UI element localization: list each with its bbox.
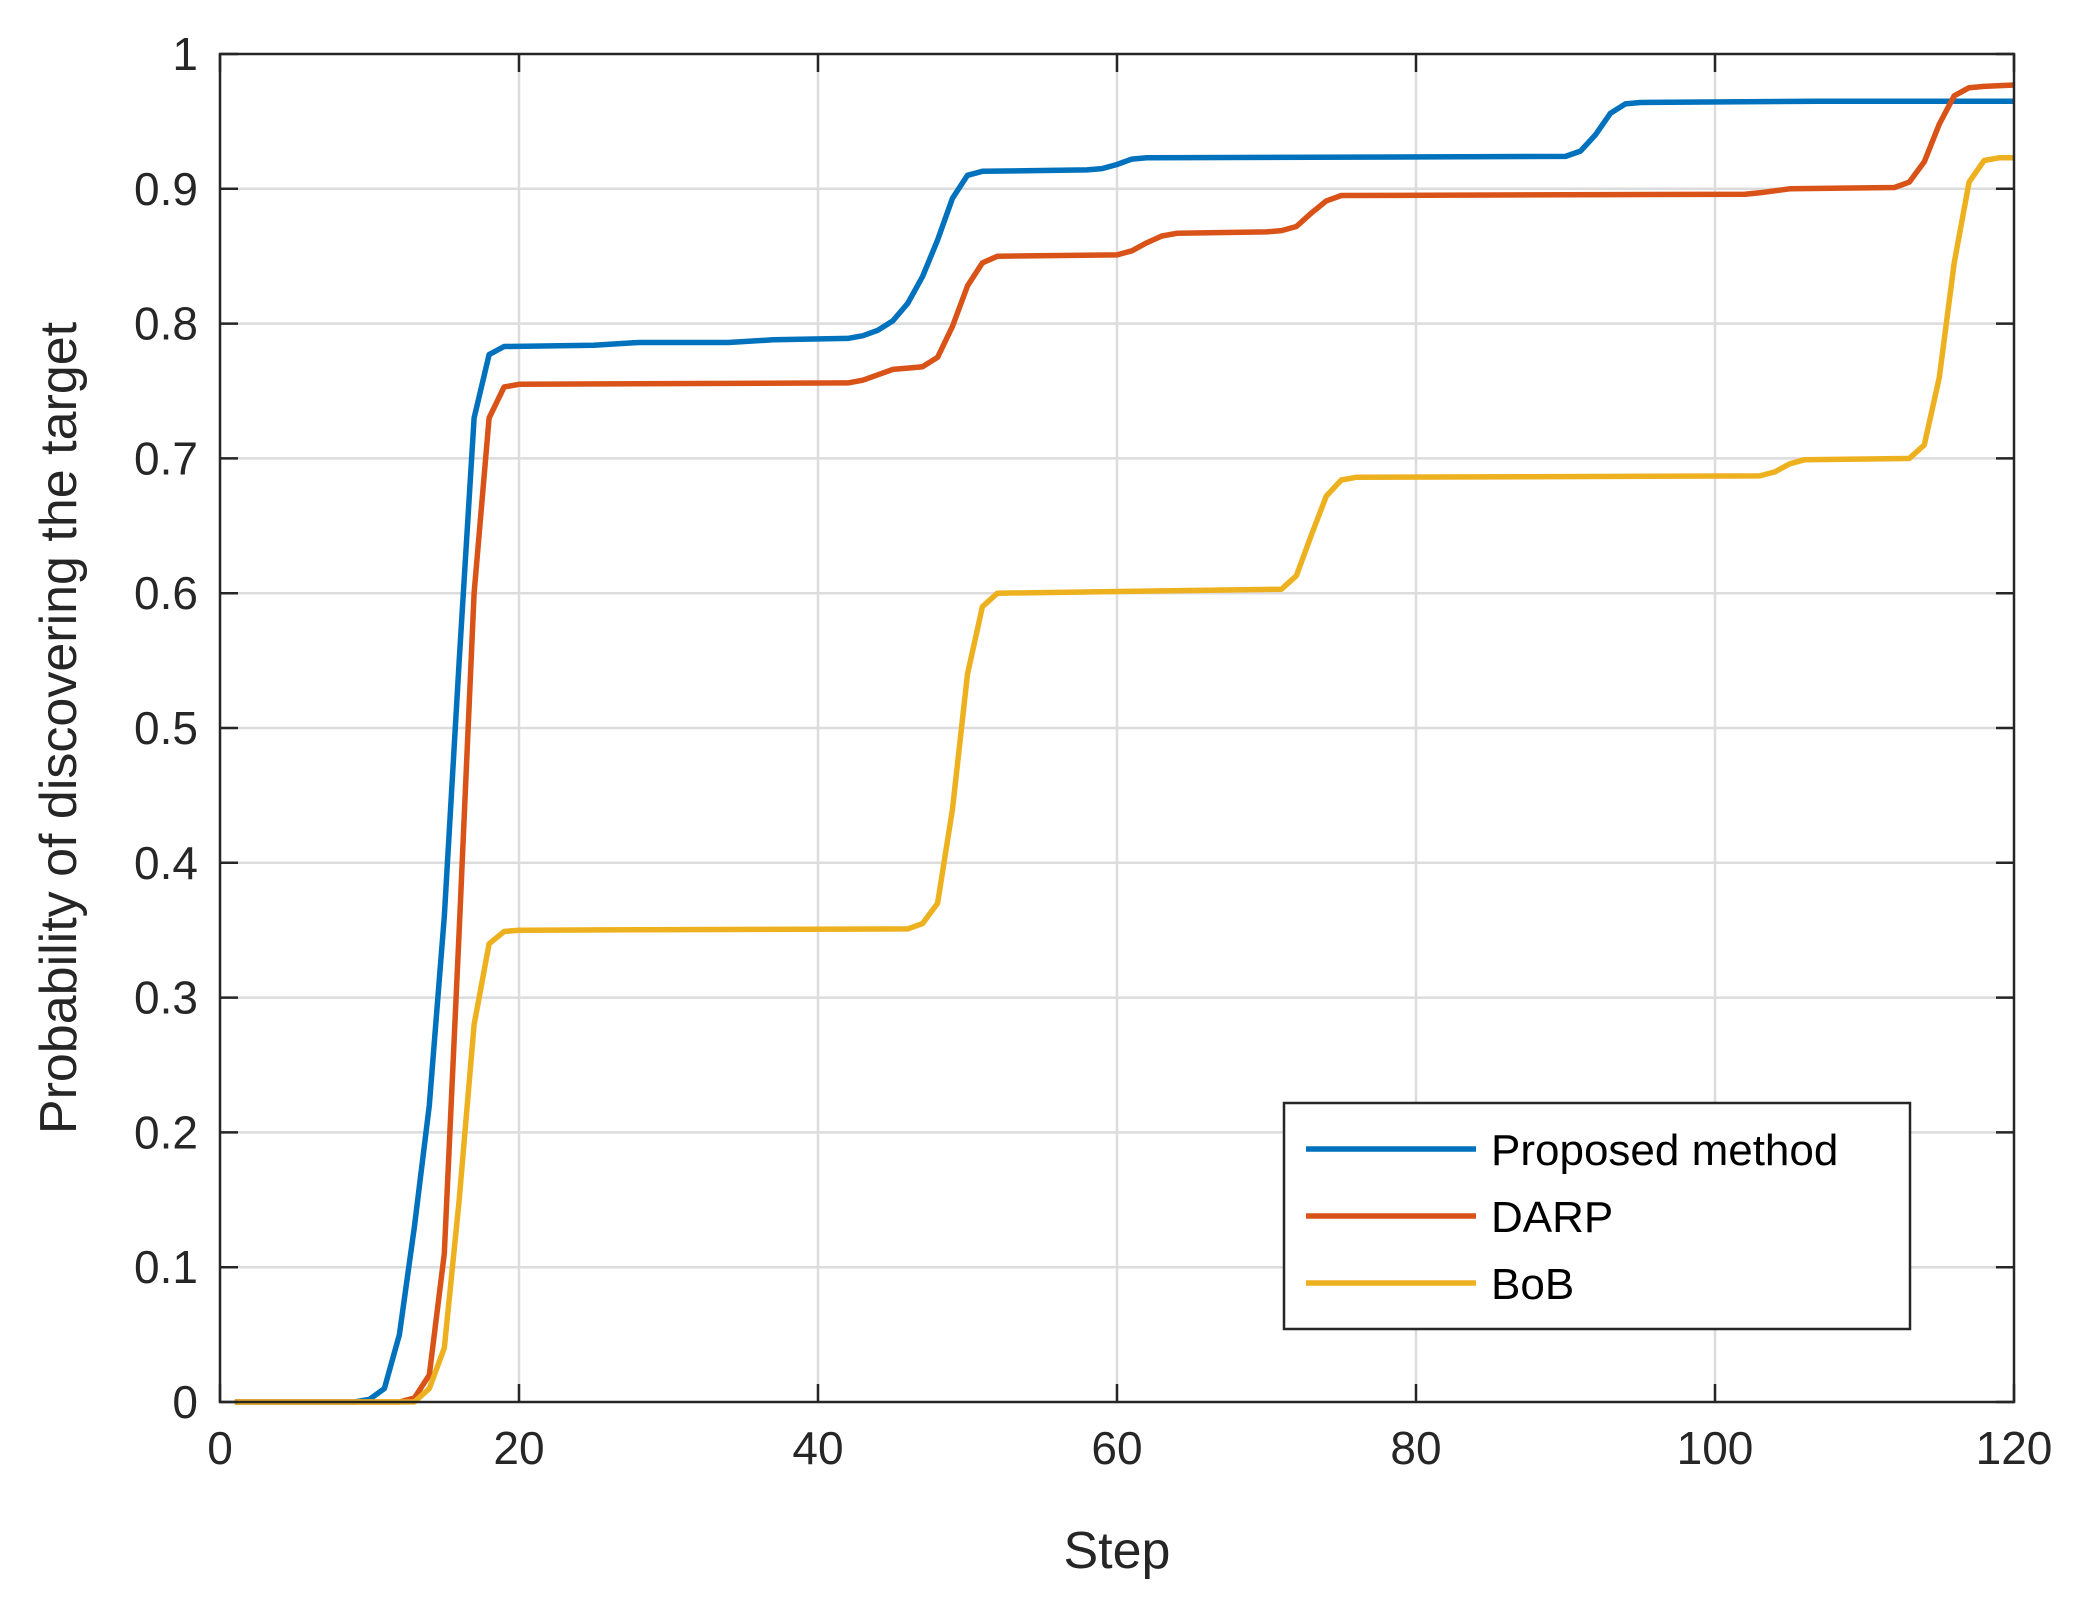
y-tick-label: 0.7 (134, 432, 198, 484)
y-tick-label: 0.9 (134, 163, 198, 215)
legend-label-bob: BoB (1491, 1260, 1574, 1309)
legend-label-proposed-method: Proposed method (1491, 1126, 1838, 1175)
x-tick-label: 20 (493, 1422, 544, 1474)
x-tick-label: 120 (1976, 1422, 2053, 1474)
legend: Proposed method DARP BoB (1282, 1101, 1912, 1331)
x-tick-label: 60 (1091, 1422, 1142, 1474)
series-lines (234, 82, 2015, 1405)
y-tick-label: 0.1 (134, 1241, 198, 1293)
x-tick-labels: 0 20 40 60 80 100 120 (207, 1422, 2052, 1474)
x-axis-title: Step (1064, 1522, 1171, 1580)
y-axis-title: Probability of discovering the target (30, 321, 88, 1134)
y-tick-label: 0.2 (134, 1106, 198, 1158)
y-tick-label: 0.5 (134, 702, 198, 754)
y-tick-label: 0.3 (134, 972, 198, 1024)
y-tick-label: 0.6 (134, 567, 198, 619)
y-tick-label: 0 (172, 1376, 198, 1428)
x-tick-label: 0 (207, 1422, 233, 1474)
y-tick-label: 0.4 (134, 837, 198, 889)
series-line-proposed-method (234, 98, 2014, 1405)
series-line-darp (234, 82, 2015, 1405)
y-tick-label: 1 (172, 28, 198, 80)
series-line-bob (234, 155, 2014, 1405)
legend-label-darp: DARP (1491, 1193, 1613, 1242)
y-tick-label: 0.8 (134, 298, 198, 350)
tick-marks (218, 52, 2016, 1404)
x-tick-label: 40 (792, 1422, 843, 1474)
x-tick-label: 100 (1677, 1422, 1754, 1474)
x-tick-label: 80 (1390, 1422, 1441, 1474)
y-tick-labels: 0 0.1 0.2 0.3 0.4 0.5 0.6 0.7 0.8 0.9 1 (134, 28, 198, 1428)
